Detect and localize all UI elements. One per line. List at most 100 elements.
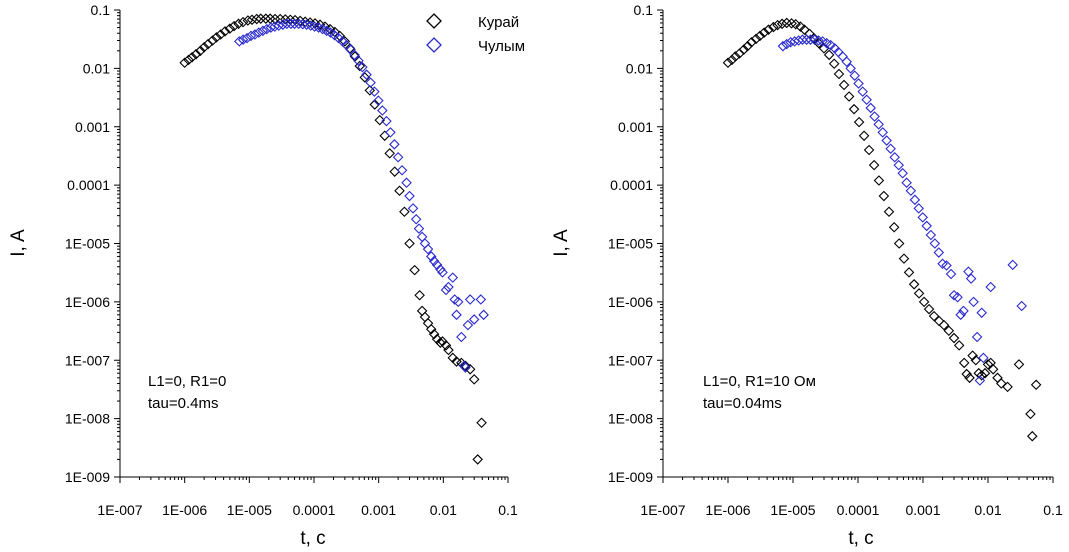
- data-point: [374, 114, 386, 126]
- data-point: [965, 273, 977, 284]
- data-point: [379, 130, 390, 142]
- data-point: [357, 61, 368, 73]
- left-x-tick-label: 1E-005: [227, 502, 272, 518]
- data-point: [868, 159, 880, 171]
- data-point: [742, 40, 753, 52]
- data-point: [246, 14, 258, 26]
- data-point: [853, 116, 865, 128]
- data-point: [190, 48, 202, 60]
- data-point: [869, 111, 880, 122]
- data-point: [873, 119, 884, 130]
- data-point: [985, 281, 996, 293]
- data-point: [269, 13, 281, 25]
- data-point: [938, 319, 950, 331]
- data-point: [858, 130, 870, 142]
- data-point: [435, 264, 446, 275]
- right-y-tick-label: 0.001: [618, 119, 653, 135]
- data-point: [917, 212, 928, 223]
- data-point: [428, 255, 440, 267]
- left-y-tick-label: 0.01: [83, 60, 110, 76]
- data-point: [901, 177, 912, 188]
- right-x-tick-label: 0.1: [1043, 502, 1063, 518]
- left-series-chulym: [234, 18, 489, 373]
- data-point: [823, 49, 835, 61]
- data-point: [958, 357, 970, 369]
- data-point: [269, 21, 281, 32]
- data-point: [813, 35, 824, 46]
- data-point: [404, 190, 415, 202]
- data-point: [273, 20, 285, 31]
- data-point: [195, 45, 206, 57]
- left-x-axis-label: t, c: [300, 528, 325, 549]
- data-point: [353, 55, 364, 67]
- data-point: [381, 115, 392, 127]
- data-point: [953, 340, 965, 351]
- data-point: [888, 221, 900, 233]
- data-point: [970, 354, 982, 366]
- data-point: [460, 362, 471, 373]
- data-point: [948, 332, 960, 344]
- right-x-tick-label: 1E-005: [770, 502, 815, 518]
- data-point: [359, 72, 371, 83]
- data-point: [349, 49, 360, 61]
- data-point: [908, 279, 920, 290]
- data-point: [443, 281, 454, 293]
- data-point: [392, 151, 404, 163]
- data-point: [1027, 430, 1038, 442]
- left-x-tick-label: 1E-006: [162, 502, 207, 518]
- data-point: [462, 319, 474, 331]
- data-point: [456, 331, 467, 343]
- data-point: [261, 23, 273, 35]
- data-point: [758, 27, 770, 38]
- data-point: [289, 18, 300, 30]
- data-point: [198, 41, 210, 53]
- data-point: [987, 364, 999, 375]
- left-y-tick-label: 0.1: [91, 2, 111, 18]
- data-point: [929, 238, 941, 249]
- data-point: [1013, 359, 1025, 370]
- data-point: [958, 305, 969, 317]
- data-point: [253, 27, 265, 38]
- data-point: [257, 25, 269, 37]
- data-point: [738, 44, 750, 55]
- data-point: [873, 175, 885, 186]
- data-point: [277, 19, 289, 30]
- data-point: [255, 13, 266, 24]
- data-point: [793, 35, 804, 46]
- data-point: [416, 305, 428, 317]
- left-y-axis-label: I, A: [8, 229, 29, 257]
- data-point: [249, 29, 261, 40]
- data-point: [1030, 379, 1042, 391]
- data-point: [941, 260, 952, 271]
- legend-label-kuray: Курай: [478, 14, 519, 31]
- data-point: [750, 33, 762, 45]
- left-y-tick-label: 0.0001: [67, 177, 110, 193]
- data-point: [440, 340, 452, 351]
- data-point: [883, 206, 895, 218]
- data-point: [409, 264, 420, 276]
- data-point: [763, 24, 774, 35]
- data-point: [878, 190, 890, 202]
- data-point: [974, 375, 986, 386]
- data-point: [396, 164, 408, 176]
- right-annotation-line-2: tau=0.04ms: [703, 395, 782, 412]
- data-point: [369, 86, 380, 97]
- data-point: [245, 30, 257, 42]
- data-point: [937, 258, 948, 270]
- data-point: [978, 352, 989, 364]
- data-point: [865, 102, 877, 114]
- data-point: [845, 63, 856, 74]
- legend-label-chulym: Чулым: [478, 38, 525, 55]
- data-point: [399, 206, 410, 218]
- data-point: [968, 296, 979, 308]
- data-point: [979, 367, 991, 379]
- right-x-axis-label: t, c: [848, 528, 873, 549]
- data-point: [428, 328, 440, 340]
- right-y-tick-label: 0.01: [626, 60, 653, 76]
- data-point: [431, 259, 443, 271]
- data-point: [329, 29, 340, 41]
- data-point: [1007, 259, 1018, 271]
- data-point: [772, 19, 783, 31]
- data-point: [281, 18, 293, 30]
- data-point: [285, 18, 297, 30]
